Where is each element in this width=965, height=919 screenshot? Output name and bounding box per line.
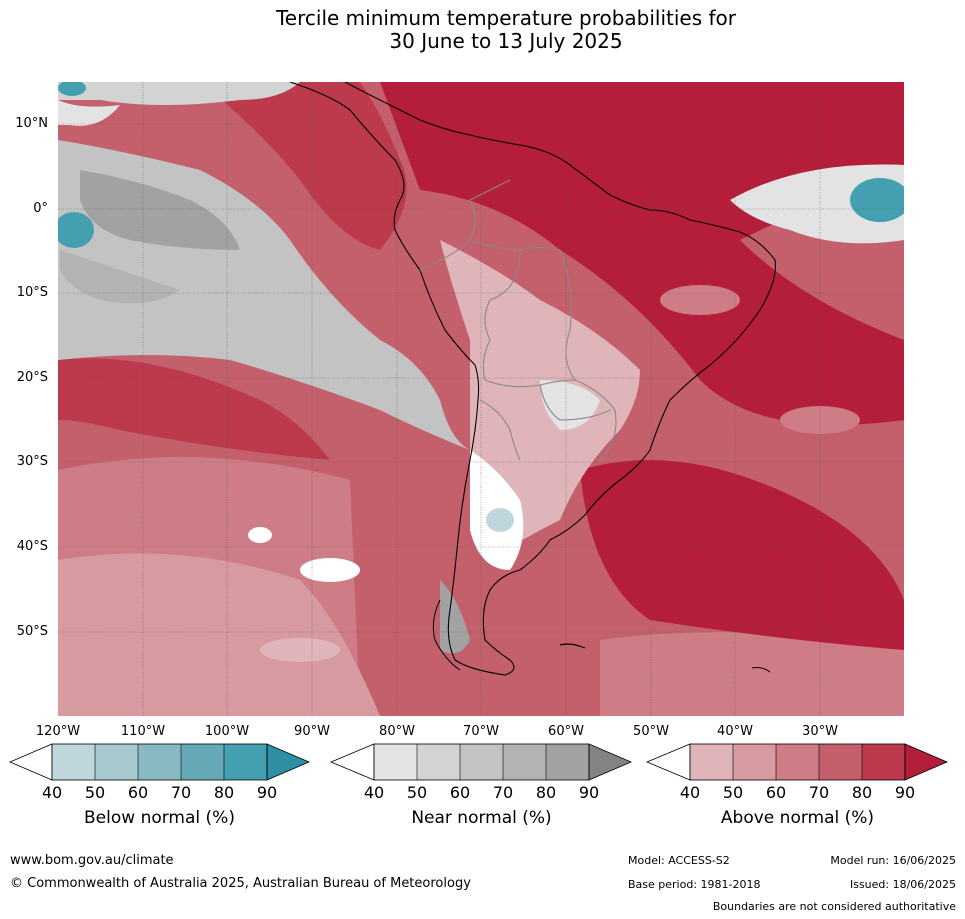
lat-label-40s: 40°S: [16, 539, 48, 554]
map-title-line2: 30 June to 13 July 2025: [389, 29, 623, 53]
graticule: [58, 82, 904, 716]
colorbar-above-normal: [645, 743, 949, 781]
colorbar-above-tick-40: 40: [679, 783, 701, 802]
lat-label-10s: 10°S: [16, 285, 48, 300]
colorbar-above-title: Above normal (%): [720, 808, 875, 828]
colorbar-near-tick-40: 40: [363, 783, 385, 802]
lat-label-0: 0°: [33, 201, 48, 216]
lat-label-20s: 20°S: [16, 370, 48, 385]
lon-label-80w: 80°W: [379, 724, 415, 739]
footer-model-run: Model run: 16/06/2025: [830, 854, 956, 867]
probability-field: [58, 82, 904, 716]
lat-label-30s: 30°S: [16, 454, 48, 469]
colorbar-near-normal: [329, 743, 633, 781]
colorbar-near-tick-90: 90: [578, 783, 600, 802]
lon-label-100w: 100°W: [204, 724, 250, 739]
lon-label-90w: 90°W: [294, 724, 330, 739]
colorbar-below-tick-50: 50: [84, 783, 106, 802]
colorbar-near-tick-70: 70: [492, 783, 514, 802]
colorbar-above-tick-70: 70: [808, 783, 830, 802]
lon-label-70w: 70°W: [463, 724, 499, 739]
colorbar-below-title: Below normal (%): [84, 808, 235, 828]
colorbar-near-tick-60: 60: [449, 783, 471, 802]
colorbar-above-tick-80: 80: [851, 783, 873, 802]
colorbar-near-tick-80: 80: [535, 783, 557, 802]
coastline: [289, 82, 776, 676]
colorbar-above-tick-50: 50: [722, 783, 744, 802]
colorbar-near-title: Near normal (%): [411, 808, 552, 828]
colorbar-below-normal: [8, 743, 311, 781]
lat-label-50s: 50°S: [16, 624, 48, 639]
lon-label-50w: 50°W: [633, 724, 669, 739]
lon-label-120w: 120°W: [35, 724, 81, 739]
lon-label-60w: 60°W: [548, 724, 584, 739]
footer-model: Model: ACCESS-S2: [628, 854, 730, 867]
lon-label-30w: 30°W: [802, 724, 838, 739]
footer-base-period: Base period: 1981-2018: [628, 878, 761, 891]
colorbar-below-tick-60: 60: [127, 783, 149, 802]
country-borders: [419, 179, 617, 461]
colorbar-below-tick-70: 70: [170, 783, 192, 802]
footer-website: www.bom.gov.au/climate: [10, 853, 174, 868]
lon-label-110w: 110°W: [120, 724, 166, 739]
colorbar-above-tick-90: 90: [894, 783, 916, 802]
colorbar-below-tick-90: 90: [256, 783, 278, 802]
lon-label-40w: 40°W: [717, 724, 753, 739]
colorbar-below-tick-40: 40: [41, 783, 63, 802]
lat-label-10n: 10°N: [15, 116, 48, 131]
colorbar-below-tick-80: 80: [213, 783, 235, 802]
footer-copyright: © Commonwealth of Australia 2025, Austra…: [10, 876, 471, 891]
colorbar-above-tick-60: 60: [765, 783, 787, 802]
footer-disclaimer: Boundaries are not considered authoritat…: [712, 900, 956, 913]
footer-issued: Issued: 18/06/2025: [849, 878, 956, 891]
colorbar-near-tick-50: 50: [406, 783, 428, 802]
map-title-line1: Tercile minimum temperature probabilitie…: [275, 6, 737, 30]
